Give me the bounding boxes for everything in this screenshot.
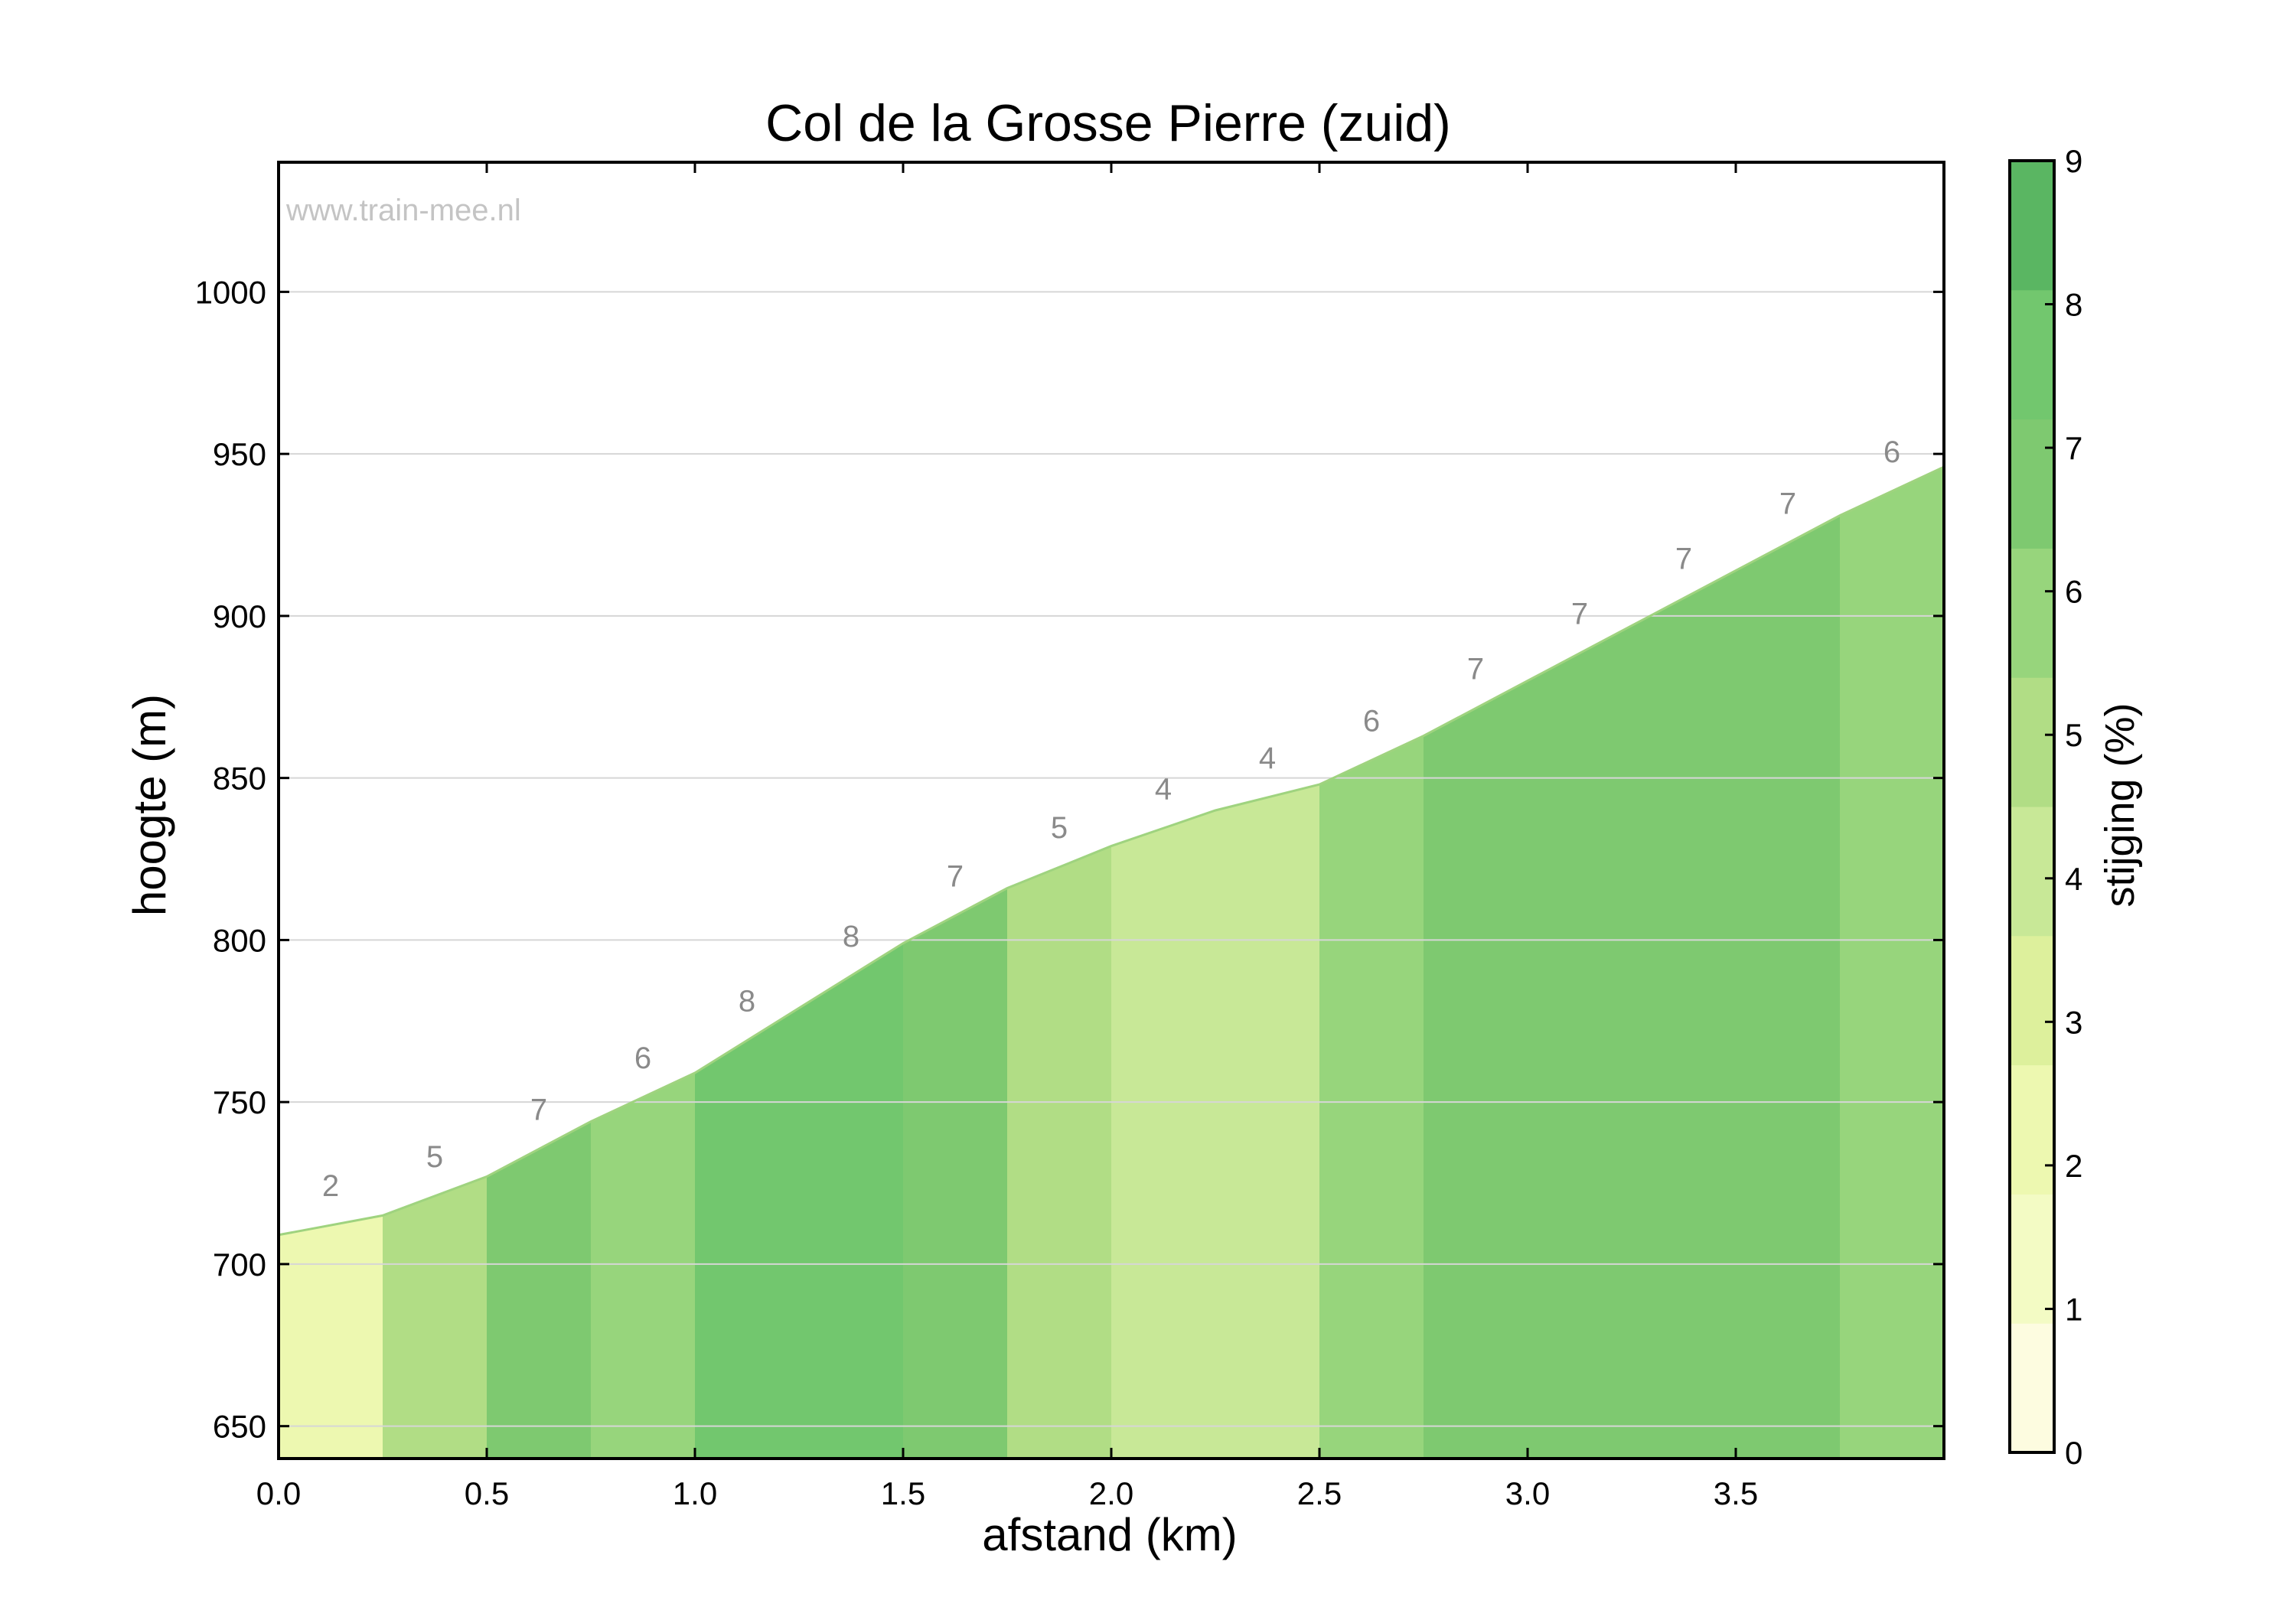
segment-gradient-label: 5 — [1051, 811, 1068, 845]
y-tick-label: 1000 — [195, 274, 266, 310]
x-tick-label: 1.0 — [673, 1475, 717, 1511]
colorbar-band — [2010, 548, 2054, 678]
colorbar-label: stijging (%) — [2097, 702, 2143, 907]
segment-gradient-label: 7 — [947, 860, 964, 894]
y-tick-label: 900 — [213, 598, 266, 634]
x-tick-label: 3.5 — [1714, 1475, 1758, 1511]
profile-line — [278, 465, 1945, 1237]
colorbar-frame — [2008, 159, 2056, 1454]
profile-area-layer — [279, 467, 1944, 1459]
colorbar-tick-label: 3 — [2065, 1004, 2082, 1040]
segment-gradient-label: 7 — [1675, 543, 1692, 576]
colorbar-band — [2010, 1323, 2054, 1453]
profile-segment — [1215, 784, 1319, 1459]
y-tick-label: 850 — [213, 761, 266, 797]
profile-segment — [695, 1008, 799, 1459]
x-tick-label: 3.0 — [1505, 1475, 1550, 1511]
segment-gradient-label: 5 — [426, 1140, 443, 1174]
profile-segment — [1840, 467, 1944, 1459]
segment-gradient-label: 7 — [530, 1094, 547, 1127]
colorbar-band — [2010, 419, 2054, 549]
profile-segment — [1007, 846, 1111, 1459]
segment-gradient-label: 6 — [1363, 704, 1380, 738]
colorbar-band — [2010, 807, 2054, 937]
segment-label-layer: 2 5 7 6 8 8 7 5 4 4 6 7 7 7 7 6 — [322, 435, 1900, 1203]
colorbar-tick-label: 6 — [2065, 574, 2082, 610]
colorbar-tick-label: 4 — [2065, 861, 2082, 897]
profile-segment — [591, 1073, 695, 1459]
colorbar-tick-label: 7 — [2065, 430, 2082, 466]
colorbar-band — [2010, 677, 2054, 807]
profile-segment — [279, 1215, 383, 1459]
segment-gradient-label: 8 — [843, 920, 859, 953]
profile-segment — [799, 943, 903, 1459]
y-tick-label: 650 — [213, 1409, 266, 1445]
colorbar-band — [2010, 289, 2054, 420]
axis-layer: 0.0 0.5 1.0 1.5 2.0 2.5 3.0 3.5 650 700 750 800 850 9… — [195, 161, 1945, 1511]
colorbar-tick-label: 0 — [2065, 1435, 2082, 1471]
segment-gradient-label: 6 — [634, 1041, 651, 1075]
colorbar-band — [2010, 1064, 2054, 1195]
x-tick-label: 0.0 — [256, 1475, 301, 1511]
profile-segment — [487, 1121, 591, 1459]
y-tick-label: 950 — [213, 436, 266, 472]
colorbar-tick-label: 9 — [2065, 143, 2082, 179]
segment-gradient-label: 4 — [1259, 742, 1276, 775]
profile-segment — [1736, 515, 1840, 1459]
profile-segment — [1319, 735, 1424, 1459]
y-tick-label: 700 — [213, 1247, 266, 1283]
y-tick-label: 750 — [213, 1084, 266, 1120]
colorbar-tick-label: 8 — [2065, 287, 2082, 323]
profile-segment — [1528, 625, 1632, 1459]
segment-gradient-label: 4 — [1155, 772, 1172, 806]
colorbar-band — [2010, 161, 2054, 291]
colorbar-band — [2010, 1194, 2054, 1324]
profile-segment — [1424, 680, 1528, 1459]
x-axis-label: afstand (km) — [982, 1509, 1237, 1560]
x-tick-label: 2.0 — [1089, 1475, 1133, 1511]
x-tick-label: 2.5 — [1297, 1475, 1342, 1511]
x-tick-label: 0.5 — [465, 1475, 509, 1511]
colorbar-tick-label: 5 — [2065, 717, 2082, 753]
y-axis-label: hoogte (m) — [124, 694, 175, 916]
profile-segment — [903, 888, 1007, 1459]
colorbar: 0 1 2 3 4 5 6 7 8 9 — [2008, 143, 2082, 1471]
x-tick-label: 1.5 — [881, 1475, 925, 1511]
grid-layer — [279, 291, 1944, 1427]
chart-title: Col de la Grosse Pierre (zuid) — [765, 94, 1451, 152]
profile-outline-layer — [278, 465, 1945, 1237]
colorbar-band — [2010, 935, 2054, 1066]
y-tick-label: 800 — [213, 922, 266, 958]
segment-gradient-label: 7 — [1467, 653, 1484, 686]
segment-gradient-label: 7 — [1571, 598, 1588, 631]
profile-segment — [1111, 810, 1215, 1459]
watermark: www.train-mee.nl — [285, 194, 521, 227]
segment-gradient-label: 8 — [739, 985, 755, 1019]
segment-gradient-label: 7 — [1779, 487, 1796, 521]
colorbar-tick-label: 1 — [2065, 1291, 2082, 1327]
segment-gradient-label: 6 — [1883, 435, 1900, 469]
profile-segment — [383, 1176, 487, 1459]
colorbar-tick-label: 2 — [2065, 1148, 2082, 1184]
segment-gradient-label: 2 — [322, 1169, 339, 1203]
profile-segment — [1632, 570, 1736, 1459]
